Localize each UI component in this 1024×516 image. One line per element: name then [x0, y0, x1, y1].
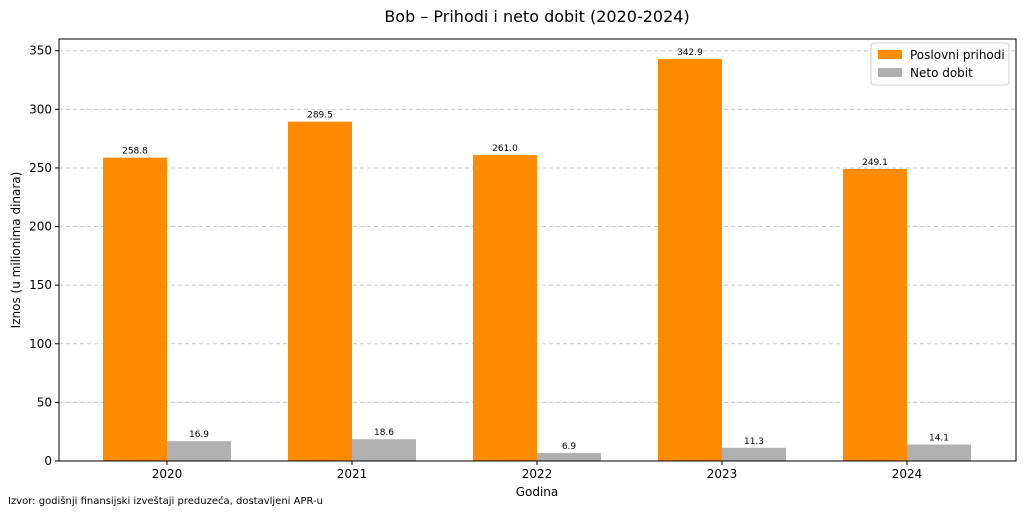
chart-title: Bob – Prihodi i neto dobit (2020-2024) [384, 7, 689, 26]
bar-dobit-2020 [167, 441, 231, 461]
data-label: 14.1 [929, 433, 949, 443]
legend: Poslovni prihodi Neto dobit [870, 42, 1010, 86]
x-tick-label: 2021 [337, 467, 368, 481]
data-label: 261.0 [492, 144, 518, 154]
bar-prihodi-2024 [843, 168, 907, 461]
data-label: 258.8 [122, 147, 148, 157]
y-tick-label: 100 [29, 337, 52, 351]
x-axis-label: Godina [516, 485, 559, 499]
y-tick-label: 350 [29, 44, 52, 58]
legend-label-dobit: Neto dobit [910, 66, 973, 80]
y-tick-label: 200 [29, 220, 52, 234]
legend-swatch-prihodi [878, 50, 902, 59]
y-tick-label: 250 [29, 161, 52, 175]
y-axis-label: Iznos (u milionima dinara) [9, 172, 23, 329]
legend-frame [870, 42, 1010, 86]
y-tick-label: 300 [29, 102, 52, 116]
data-label: 342.9 [677, 48, 703, 58]
y-tick-label: 50 [37, 395, 52, 409]
y-tick-label: 150 [29, 278, 52, 292]
data-label: 11.3 [744, 437, 764, 447]
y-tick-label: 0 [44, 454, 52, 468]
bar-prihodi-2023 [658, 59, 722, 462]
bar-prihodi-2020 [103, 157, 167, 461]
data-label: 16.9 [189, 430, 209, 440]
bar-prihodi-2022 [473, 155, 537, 462]
data-label: 6.9 [562, 442, 577, 452]
data-label: 249.1 [862, 158, 888, 168]
bar-prihodi-2021 [288, 121, 352, 462]
source-note: Izvor: godišnji finansijski izveštaji pr… [8, 496, 323, 507]
bar-dobit-2021 [352, 439, 416, 461]
legend-swatch-dobit [878, 68, 902, 77]
x-tick-label: 2022 [522, 467, 553, 481]
x-tick-label: 2024 [892, 467, 923, 481]
x-tick-label: 2023 [707, 467, 738, 481]
plot-frame [58, 38, 1017, 462]
data-label: 289.5 [307, 111, 333, 121]
x-tick-label: 2020 [152, 467, 183, 481]
bar-dobit-2024 [907, 444, 971, 461]
data-label: 18.6 [374, 428, 394, 438]
bar-dobit-2022 [537, 452, 601, 461]
bar-dobit-2023 [722, 447, 786, 461]
legend-label-prihodi: Poslovni prihodi [910, 48, 1005, 62]
